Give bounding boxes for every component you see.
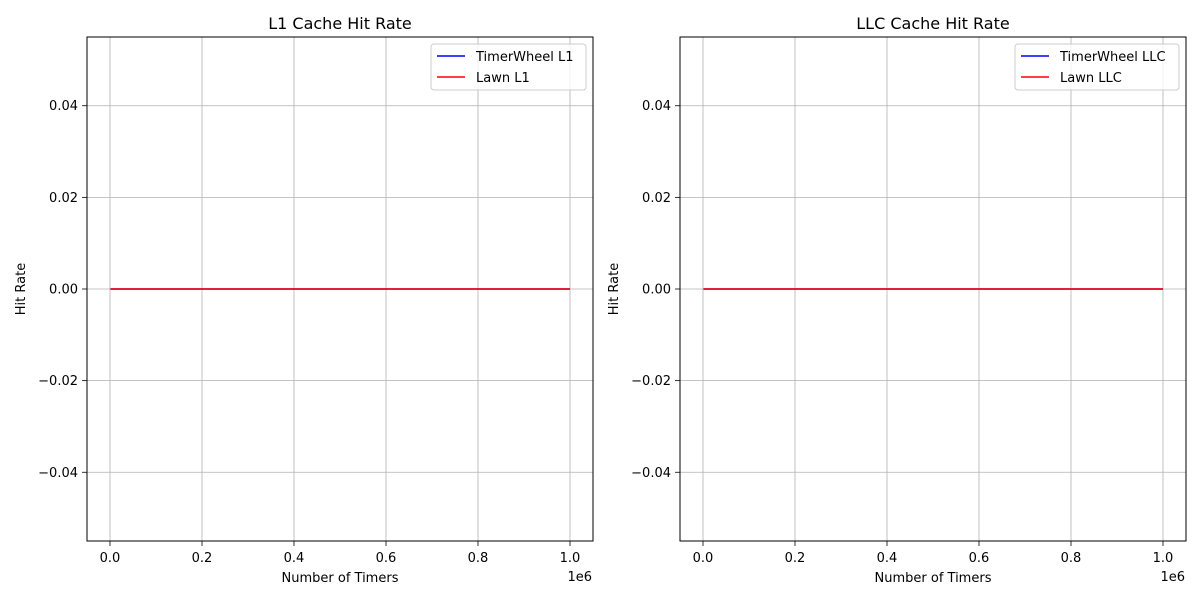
chart-title: LLC Cache Hit Rate — [856, 14, 1009, 33]
x-offset-label: 1e6 — [1160, 570, 1185, 585]
legend: TimerWheel LLC Lawn LLC — [1014, 43, 1180, 91]
x-tick-label: 0.2 — [192, 551, 213, 566]
legend-label-lawn-l1: Lawn L1 — [476, 71, 530, 86]
legend-label-lawn-llc: Lawn LLC — [1060, 71, 1122, 86]
y-tick-label: 0.02 — [49, 191, 78, 206]
chart-l1-cache-hit-rate: 0.0 0.2 0.4 0.6 0.8 1.0 −0.04 −0.02 0.00 0.02 0.04… — [14, 14, 594, 586]
x-tick-label: 0.8 — [468, 551, 489, 566]
x-tick-label: 0.6 — [376, 551, 397, 566]
y-tick-label: 0.00 — [49, 283, 78, 298]
x-tick-label: 0.0 — [100, 551, 121, 566]
legend-box — [1014, 43, 1180, 91]
legend: TimerWheel L1 Lawn L1 — [430, 43, 587, 91]
y-tick-label: 0.00 — [642, 283, 671, 298]
chart-llc-cache-hit-rate: 0.0 0.2 0.4 0.6 0.8 1.0 −0.04 −0.02 0.00 0.02 0.04… — [607, 14, 1187, 586]
y-tick-label: 0.02 — [642, 191, 671, 206]
y-axis-label: Hit Rate — [14, 263, 29, 315]
x-tick-label: 0.0 — [693, 551, 714, 566]
x-tick-label: 0.4 — [284, 551, 305, 566]
x-tick-label: 0.8 — [1061, 551, 1082, 566]
y-tick-label: 0.04 — [642, 99, 671, 114]
y-axis-label: Hit Rate — [607, 263, 622, 315]
legend-box — [430, 43, 587, 91]
ticks: 0.0 0.2 0.4 0.6 0.8 1.0 −0.04 −0.02 0.00 0.02 0.04 — [38, 99, 580, 566]
x-tick-label: 0.2 — [785, 551, 806, 566]
y-tick-label: −0.02 — [38, 374, 78, 389]
y-tick-label: −0.04 — [631, 466, 671, 481]
x-tick-label: 1.0 — [560, 551, 581, 566]
y-tick-label: 0.04 — [49, 99, 78, 114]
x-axis-label: Number of Timers — [282, 571, 399, 586]
legend-label-timerwheel-llc: TimerWheel LLC — [1059, 50, 1166, 65]
x-tick-label: 1.0 — [1153, 551, 1174, 566]
chart-title: L1 Cache Hit Rate — [268, 14, 412, 33]
y-tick-label: −0.02 — [631, 374, 671, 389]
y-tick-label: −0.04 — [38, 466, 78, 481]
x-axis-label: Number of Timers — [875, 571, 992, 586]
x-tick-label: 0.4 — [877, 551, 898, 566]
legend-label-timerwheel-l1: TimerWheel L1 — [475, 50, 574, 65]
x-tick-label: 0.6 — [969, 551, 990, 566]
ticks: 0.0 0.2 0.4 0.6 0.8 1.0 −0.04 −0.02 0.00 0.02 0.04 — [631, 99, 1173, 566]
x-offset-label: 1e6 — [567, 570, 592, 585]
